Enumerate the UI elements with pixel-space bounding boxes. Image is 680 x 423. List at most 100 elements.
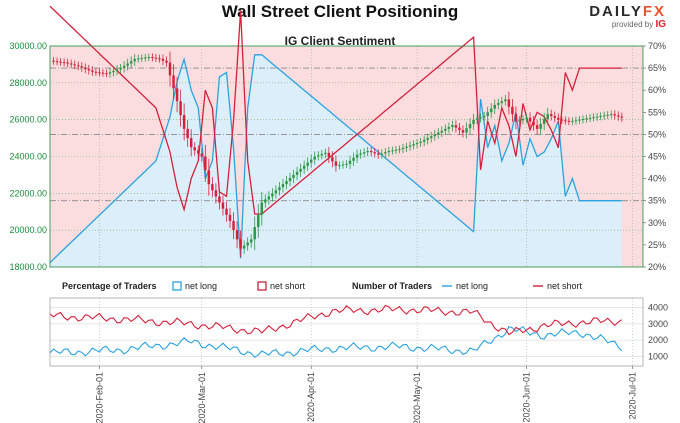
candle-body [454, 125, 458, 128]
candle-body [394, 149, 398, 151]
pct-tick-label: 20% [648, 262, 666, 272]
date-tick-label: 2020-May-01 [412, 372, 422, 423]
candle-body [341, 164, 345, 166]
candle-body [549, 114, 553, 116]
candle-body [338, 165, 341, 167]
candle-body [320, 154, 324, 156]
pct-legend-heading: Percentage of Traders [62, 281, 157, 291]
candle-body [595, 116, 599, 118]
candle-body [158, 58, 161, 60]
pct-tick-label: 25% [648, 240, 666, 250]
candle-body [507, 99, 511, 107]
candle-body [242, 245, 246, 249]
candle-body [472, 119, 475, 124]
candle-body [137, 58, 140, 60]
candle-body [165, 60, 168, 63]
date-tick-label: 2020-Apr-01 [306, 372, 316, 422]
candle-body [172, 75, 175, 89]
candle-body [154, 57, 158, 59]
candle-body [620, 116, 624, 118]
candle-body [193, 147, 196, 151]
candle-body [327, 152, 331, 158]
candle-body [94, 71, 98, 73]
chart-title: Wall Street Client Positioning [221, 2, 459, 21]
candle-body [112, 70, 115, 73]
candle-body [355, 154, 359, 158]
candle-body [140, 57, 144, 59]
candle-body [465, 128, 468, 133]
candle-body [122, 65, 126, 69]
candle-body [373, 152, 376, 154]
candle-body [560, 119, 564, 121]
candle-body [186, 128, 189, 139]
candle-body [408, 145, 412, 147]
candle-body [380, 153, 384, 155]
candle-body [585, 118, 588, 120]
price-tick-label: 24000.00 [9, 152, 47, 162]
candle-body [285, 181, 288, 185]
candle-body [271, 193, 274, 197]
net-long-pct-line [49, 54, 622, 264]
candle-body [617, 115, 620, 117]
num-legend-heading: Number of Traders [352, 281, 432, 291]
candle-body [581, 119, 585, 121]
pct-legend-long-swatch [172, 281, 182, 291]
candle-body [225, 208, 228, 215]
dailyfx-logo: DAILYFX provided by IG [589, 3, 666, 30]
date-tick-label: 2020-Jun-01 [522, 372, 532, 423]
pct-legend-short-label: net short [270, 281, 306, 291]
price-tick-label: 20000.00 [9, 225, 47, 235]
candle-body [542, 119, 546, 124]
candle-body [458, 127, 461, 131]
candle-body [433, 134, 436, 137]
candle-body [253, 227, 256, 240]
candle-body [147, 57, 151, 59]
candle-body [391, 150, 394, 152]
candle-body [482, 115, 486, 118]
candle-body [115, 69, 119, 71]
candle-body [292, 174, 295, 178]
candle-body [91, 70, 94, 72]
candle-body [415, 142, 419, 145]
pct-tick-label: 65% [648, 63, 666, 73]
candle-body [546, 114, 549, 120]
candle-body [62, 62, 66, 64]
num-legend-long-label: net long [456, 281, 488, 291]
candle-body [175, 88, 179, 102]
price-tick-label: 26000.00 [9, 115, 47, 125]
candle-body [246, 242, 249, 246]
candle-body [384, 152, 387, 154]
candle-body [468, 123, 472, 129]
candle-body [348, 160, 352, 164]
candle-body [80, 66, 84, 68]
num-legend-short-label: net short [547, 281, 583, 291]
candle-body [98, 72, 101, 74]
candle-body [105, 73, 108, 75]
candle-body [377, 153, 380, 155]
pct-tick-label: 35% [648, 196, 666, 206]
candle-body [535, 125, 539, 129]
candle-body [179, 101, 182, 116]
candle-body [221, 202, 225, 209]
candle-body [521, 119, 525, 121]
candle-body [228, 214, 232, 221]
candle-body [87, 69, 91, 71]
candle-body [362, 152, 366, 154]
candle-body [461, 130, 465, 133]
traders-tick-label: 2000 [648, 335, 668, 345]
candle-body [606, 114, 609, 116]
candle-body [133, 58, 136, 62]
candle-body [557, 117, 560, 120]
candle-body [69, 63, 73, 65]
candle-body [59, 61, 62, 63]
logo-provided-text: provided by [611, 20, 654, 29]
candle-body [514, 114, 518, 122]
candle-body [232, 220, 235, 231]
candle-body [317, 155, 320, 157]
candle-body [151, 57, 154, 59]
candle-body [101, 72, 105, 74]
candle-body [52, 60, 55, 62]
candle-body [144, 57, 147, 59]
candle-body [281, 184, 285, 188]
candle-body [189, 138, 193, 148]
